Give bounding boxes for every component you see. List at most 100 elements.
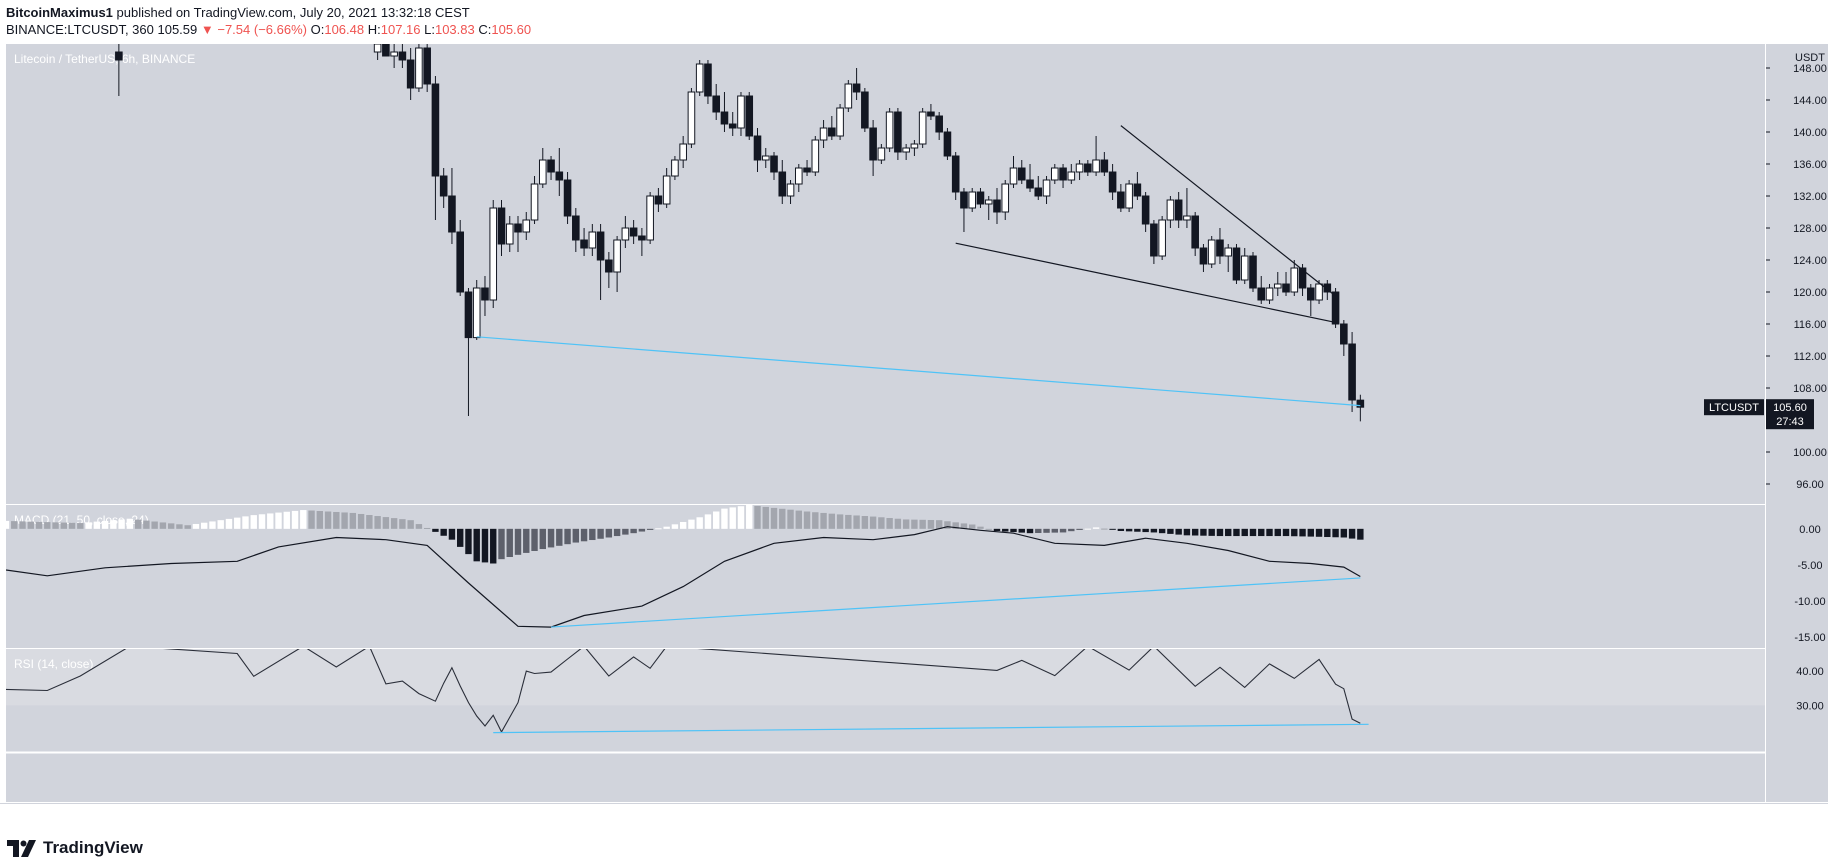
macd-histogram-bar <box>1109 528 1116 530</box>
candle-body <box>1348 343 1356 401</box>
macd-histogram-bar <box>613 528 621 537</box>
candle-body <box>910 143 919 149</box>
macd-histogram-bar <box>1315 528 1323 537</box>
macd-histogram-bar <box>19 521 26 529</box>
macd-histogram-bar <box>795 510 802 529</box>
candle-body <box>786 183 795 197</box>
macd-line <box>6 526 1361 628</box>
macd-histogram-bar <box>242 516 249 529</box>
macd-histogram-bar <box>448 528 456 540</box>
author-name[interactable]: BitcoinMaximus1 <box>6 5 113 20</box>
macd-histogram-bar <box>935 520 943 529</box>
macd-histogram-bar <box>531 528 538 551</box>
macd-histogram-bar <box>646 528 654 530</box>
chart-header: BitcoinMaximus1 published on TradingView… <box>0 0 1828 44</box>
candle-body <box>720 111 729 125</box>
candle-body <box>1315 283 1323 301</box>
macd-histogram-bar <box>1266 528 1273 537</box>
candle-body <box>448 195 456 233</box>
candle-body <box>423 47 431 85</box>
candle-body <box>596 231 605 261</box>
macd-histogram-bar <box>1076 528 1083 530</box>
macd-tick-label: -15.00 <box>1794 632 1825 644</box>
macd-histogram-bar <box>1010 528 1017 533</box>
candle-body <box>1232 247 1241 281</box>
macd-tick-label: -10.00 <box>1794 596 1825 608</box>
macd-histogram-bar <box>1101 528 1108 530</box>
macd-histogram-bar <box>514 528 522 555</box>
candle-body <box>1174 199 1183 221</box>
candle-body <box>695 63 704 93</box>
last-price-badge <box>1766 399 1814 430</box>
candle-body <box>761 155 770 161</box>
price-tick-label: 112.00 <box>1794 351 1827 363</box>
candle-body <box>1216 239 1224 257</box>
macd-histogram-bar <box>1299 528 1306 537</box>
macd-histogram-bar <box>52 522 59 529</box>
candle-body <box>1323 283 1332 293</box>
macd-histogram-bar <box>357 513 365 529</box>
candle-body <box>803 167 811 173</box>
macd-histogram-bar <box>68 522 76 529</box>
macd-histogram-bar <box>993 528 1001 531</box>
macd-histogram-bar <box>490 528 497 564</box>
price-pane-title: Litecoin / TetherUS, 6h, BINANCE <box>14 52 195 66</box>
candle-body <box>1117 191 1125 209</box>
macd-histogram-bar <box>1117 528 1125 531</box>
macd-histogram-bar <box>770 507 778 529</box>
candle-body <box>1257 287 1266 301</box>
candle-body <box>538 159 547 185</box>
candle-body <box>662 175 671 205</box>
macd-histogram-bar <box>729 507 736 529</box>
chart-area[interactable]: 148.00 144.00 140.00 136.00 132.00 128.00 124.… <box>0 44 1828 804</box>
chart-canvas[interactable]: 148.00 144.00 140.00 136.00 132.00 128.00 124.… <box>0 44 1828 804</box>
candle-body <box>993 199 1001 213</box>
macd-histogram-bar <box>415 524 423 529</box>
price-tick-label: 144.00 <box>1793 95 1827 107</box>
publish-line: BitcoinMaximus1 published on TradingView… <box>6 5 470 20</box>
macd-histogram-bar <box>1059 528 1067 533</box>
macd-histogram-bar <box>969 524 976 529</box>
candle-body <box>505 223 514 245</box>
price-tick-label: 132.00 <box>1793 191 1827 203</box>
tradingview-logo-icon <box>7 839 36 857</box>
candle-body <box>885 111 894 149</box>
price-change: ▼ −7.54 (−6.66%) <box>200 22 307 37</box>
candle-body <box>770 155 778 173</box>
candle-body <box>852 83 861 93</box>
macd-histogram-bar <box>1216 528 1224 537</box>
macd-histogram-bar <box>258 514 266 529</box>
candle-body <box>580 239 588 249</box>
candle-body <box>456 231 465 293</box>
rsi-trendline <box>493 723 1369 734</box>
candle-body <box>1249 255 1257 289</box>
open-label: O: <box>310 22 325 37</box>
macd-histogram-bar <box>564 528 571 545</box>
candle-body <box>390 51 398 57</box>
macd-histogram-bar <box>812 512 819 529</box>
candle-body <box>115 51 123 61</box>
candle-body <box>902 147 910 153</box>
macd-histogram-bar <box>737 506 745 529</box>
macd-histogram-bar <box>696 517 703 529</box>
candle-body <box>1075 163 1084 173</box>
candle-body <box>968 191 977 209</box>
tradingview-logo[interactable]: TradingView <box>7 838 143 858</box>
footer: TradingView <box>0 832 1828 867</box>
candle-body <box>1331 291 1340 325</box>
price-tick-label: 108.00 <box>1793 383 1827 395</box>
macd-histogram-bar <box>547 528 555 548</box>
macd-histogram-bar <box>754 505 761 529</box>
candle-body <box>976 191 985 205</box>
candle-body <box>406 59 415 89</box>
brand-name: TradingView <box>43 838 143 857</box>
candle-body <box>1166 199 1175 221</box>
macd-histogram-bar <box>60 522 68 529</box>
macd-histogram-bar <box>217 520 224 529</box>
candle-body <box>728 123 737 129</box>
candle-body <box>497 207 506 245</box>
candle-body <box>522 219 531 233</box>
rsi-tick-label: 30.00 <box>1796 700 1824 712</box>
candle-body <box>671 159 679 177</box>
macd-histogram-bar <box>556 528 563 546</box>
